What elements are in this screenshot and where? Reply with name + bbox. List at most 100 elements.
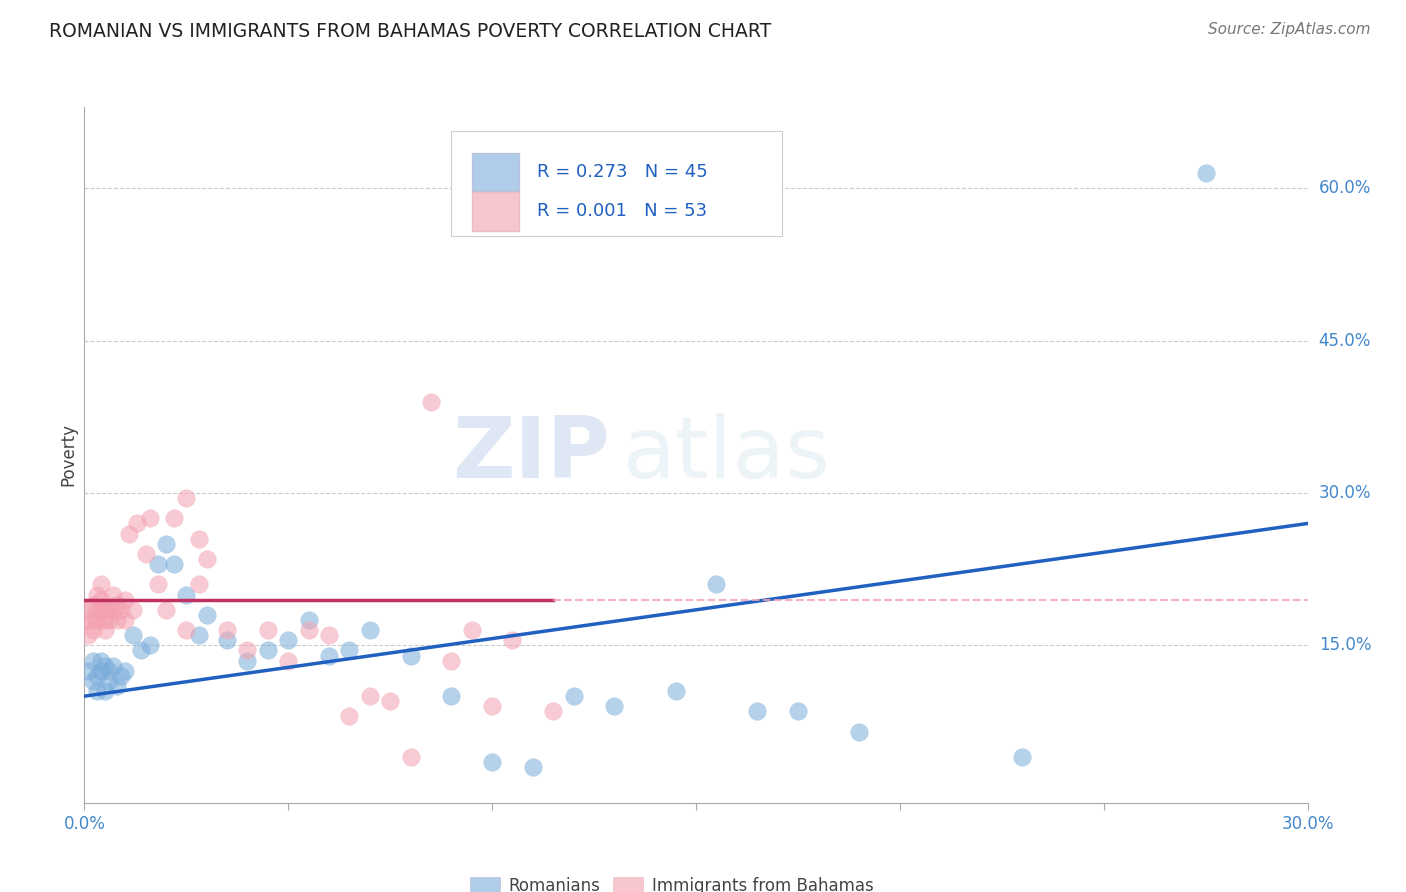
Point [93,684,115,698]
Point [174,623,197,637]
Point [146,577,169,591]
Point [562,689,585,703]
Point [82,598,104,612]
Point [1195,166,1218,180]
Point [257,623,280,637]
Point [122,628,145,642]
Point [236,654,259,668]
Point [217,633,239,648]
Point [399,750,422,764]
Text: R = 0.273   N = 45: R = 0.273 N = 45 [537,162,707,181]
Point [82,613,104,627]
Point [339,709,360,723]
Point [97,603,120,617]
Point [118,526,141,541]
Point [298,613,321,627]
Point [138,639,160,653]
Point [77,613,100,627]
Point [187,577,209,591]
Point [664,684,686,698]
Y-axis label: Poverty: Poverty [59,424,77,486]
Point [420,394,443,409]
Point [86,603,108,617]
Point [195,607,218,622]
Point [114,592,136,607]
Text: atlas: atlas [623,413,831,497]
Point [163,557,186,571]
Point [93,658,115,673]
Point [298,623,321,637]
Point [138,511,160,525]
Point [461,623,484,637]
Point [105,613,128,627]
Point [399,648,422,663]
Point [380,694,402,708]
Point [86,669,108,683]
Point [93,623,115,637]
Point [501,633,523,648]
Point [93,613,115,627]
Point [77,628,100,642]
Point [90,654,112,668]
Point [97,613,120,627]
Point [82,623,104,637]
Point [1011,750,1033,764]
Point [481,755,503,769]
Point [277,633,299,648]
Point [163,511,186,525]
Point [217,623,239,637]
Point [174,491,197,505]
Point [359,623,381,637]
Text: 30.0%: 30.0% [1319,484,1371,502]
Point [187,532,209,546]
Point [82,673,104,688]
Point [101,588,124,602]
Point [543,705,565,719]
Point [127,516,149,531]
Point [155,603,177,617]
Point [110,603,132,617]
Point [187,628,209,642]
Point [90,577,112,591]
Text: 15.0%: 15.0% [1319,636,1371,655]
Text: R = 0.001   N = 53: R = 0.001 N = 53 [537,202,707,220]
Point [704,577,728,591]
Point [77,603,100,617]
Point [86,684,108,698]
Point [114,613,136,627]
Text: 45.0%: 45.0% [1319,332,1371,350]
Point [93,603,115,617]
Text: 60.0%: 60.0% [1319,179,1371,197]
Point [603,699,626,714]
Point [155,537,177,551]
Point [236,643,259,657]
Point [359,689,381,703]
Point [101,603,124,617]
Point [90,592,112,607]
Point [105,598,128,612]
Point [82,654,104,668]
Point [90,664,112,678]
Point [114,664,136,678]
Text: ROMANIAN VS IMMIGRANTS FROM BAHAMAS POVERTY CORRELATION CHART: ROMANIAN VS IMMIGRANTS FROM BAHAMAS POVE… [49,22,772,41]
FancyBboxPatch shape [451,131,782,235]
Point [277,654,299,668]
Point [122,603,145,617]
Point [101,658,124,673]
Point [110,669,132,683]
Point [848,724,870,739]
Point [747,705,769,719]
Point [77,664,100,678]
Point [146,557,169,571]
FancyBboxPatch shape [472,153,519,191]
Text: Source: ZipAtlas.com: Source: ZipAtlas.com [1208,22,1371,37]
Point [135,547,157,561]
Point [257,643,280,657]
Point [174,588,197,602]
Point [339,643,360,657]
Point [787,705,810,719]
Point [86,588,108,602]
Point [522,760,544,774]
Point [195,552,218,566]
Point [86,613,108,627]
